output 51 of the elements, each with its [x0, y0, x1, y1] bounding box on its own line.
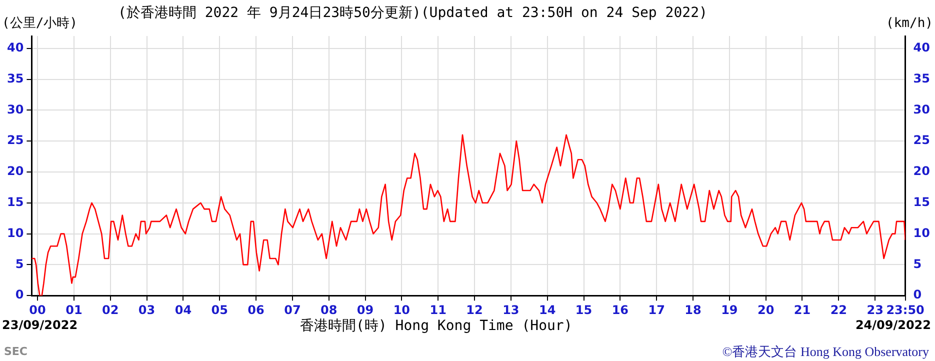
text: 24/09/2022 [855, 318, 931, 332]
y-tick-label: 25 [6, 133, 24, 148]
x-tick-label: 23:50 [886, 302, 924, 317]
y-tick-label: 0 [15, 288, 24, 302]
y2-tick-label: 15 [913, 195, 930, 210]
text: 23/09/2022 [2, 318, 78, 332]
x-tick-label: 19 [721, 302, 738, 317]
x-tick-label: 09 [356, 302, 374, 317]
x-tick-label: 01 [66, 302, 82, 317]
x-tick-label: 07 [284, 302, 301, 317]
y-tick-label: 10 [6, 226, 24, 240]
x-tick-label: 11 [430, 302, 446, 317]
x-tick-label: 00 [29, 302, 46, 317]
x-tick-label: 10 [393, 302, 410, 317]
x-tick-label: 14 [538, 302, 556, 317]
x-tick-label: 15 [575, 302, 592, 317]
text: SEC [4, 345, 28, 358]
x-tick-label: 18 [684, 302, 702, 317]
y2-tick-label: 0 [913, 288, 922, 302]
y-tick-label: 20 [6, 164, 24, 178]
y2-tick-label: 10 [913, 226, 930, 240]
x-tick-label: 16 [612, 302, 629, 317]
x-tick-label: 04 [174, 302, 192, 317]
x-tick-label: 23 [866, 302, 884, 317]
y-tick-label: 35 [6, 71, 24, 86]
chart-title: (於香港時間 2022 年 9月24日23時50分更新)(Updated at 23:50H on 24 Sep 2022) [118, 4, 708, 22]
text: ©香港天文台 Hong Kong Observatory [722, 343, 929, 361]
x-tick-label: 06 [248, 302, 264, 317]
y2-tick-label: 40 [913, 40, 930, 54]
y-axis-title: (公里/小時) [2, 15, 78, 32]
x-tick-label: 08 [320, 302, 338, 317]
y2-tick-label: 25 [913, 133, 930, 148]
y-tick-label: 5 [15, 256, 24, 271]
y-tick-label: 40 [6, 40, 24, 54]
y2-tick-label: 5 [913, 256, 922, 271]
x-tick-label: 22 [830, 302, 848, 317]
y2-axis-title: (km/h) [886, 16, 933, 31]
x-tick-label: 17 [648, 302, 665, 317]
x-tick-label: 05 [211, 302, 228, 317]
x-tick-label: 12 [466, 302, 483, 317]
x-tick-label: 13 [502, 302, 520, 317]
x-axis-title: 香港時間(時) Hong Kong Time (Hour) [300, 317, 572, 335]
y2-tick-label: 35 [913, 71, 930, 86]
x-tick-label: 02 [102, 302, 119, 317]
x-tick-label: 20 [757, 302, 774, 317]
y2-tick-label: 30 [913, 102, 930, 116]
y-tick-label: 15 [6, 195, 24, 210]
x-tick-label: 03 [138, 302, 156, 317]
x-tick-label: 21 [794, 302, 811, 317]
y-tick-label: 30 [6, 102, 24, 116]
y2-tick-label: 20 [913, 164, 930, 178]
